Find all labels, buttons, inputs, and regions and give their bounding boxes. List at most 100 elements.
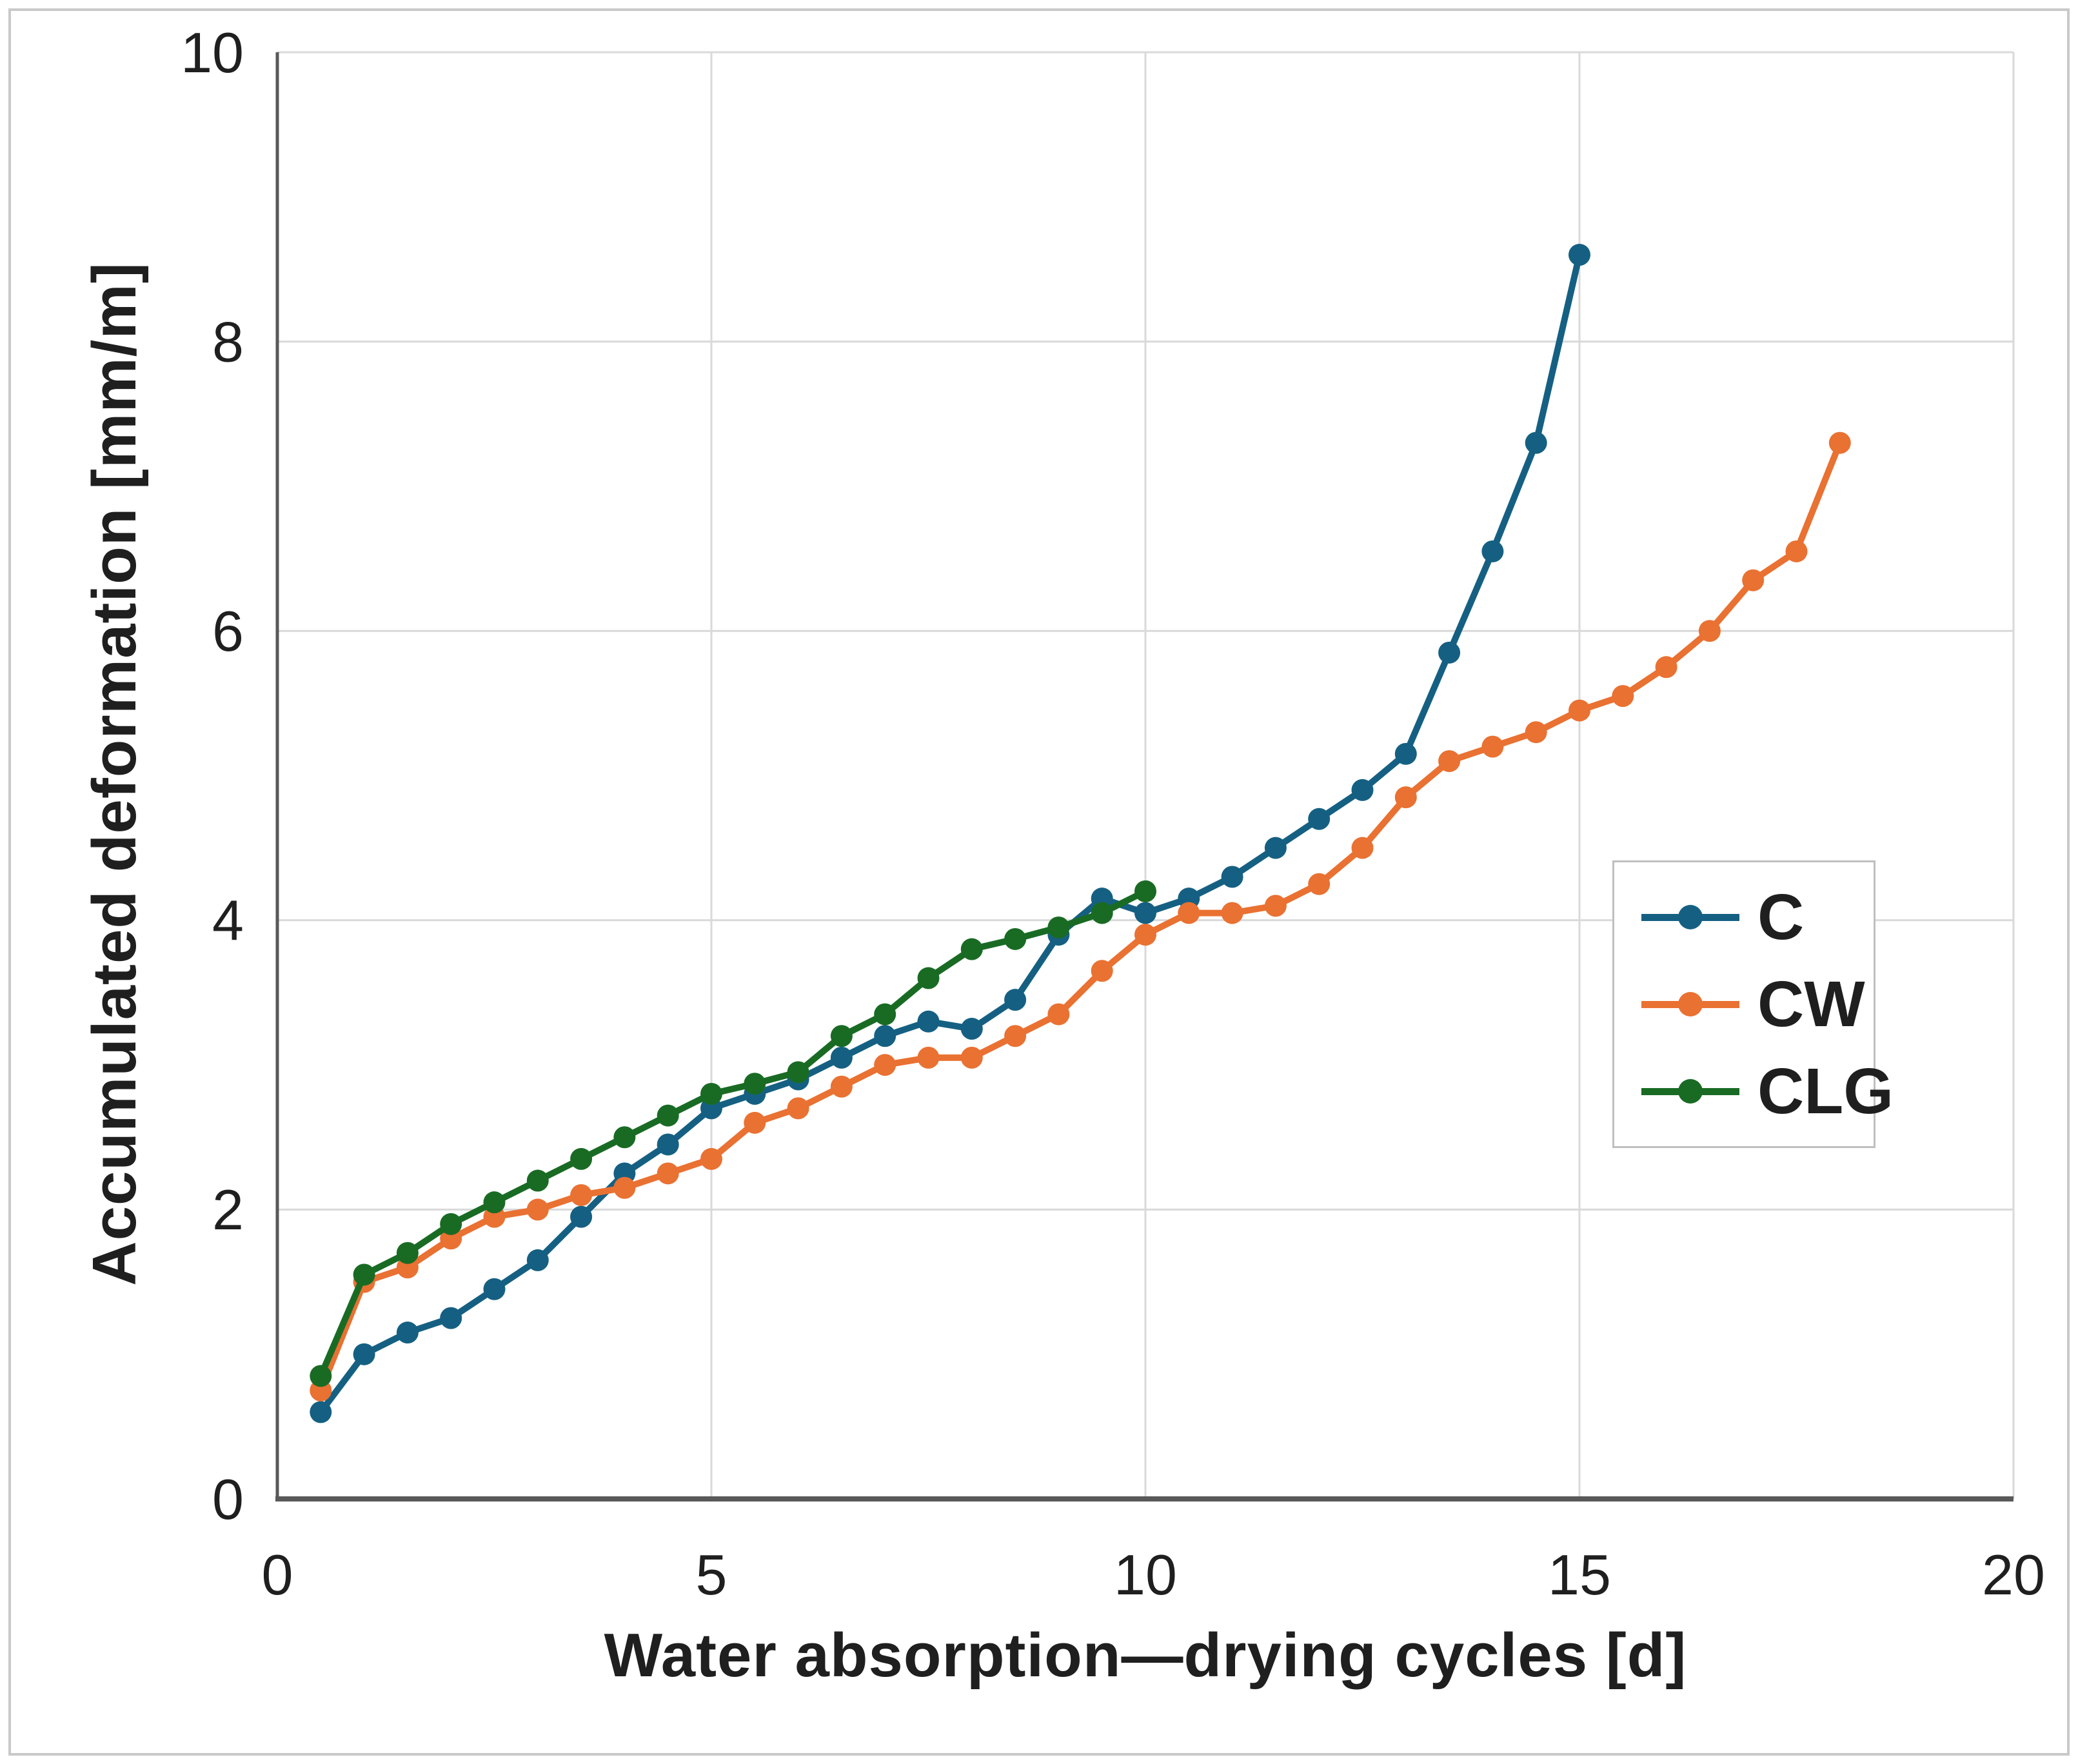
data-point-cw	[1655, 656, 1677, 679]
data-point-c	[396, 1322, 419, 1344]
c-series-marker-icon	[1641, 904, 1739, 930]
data-point-cw	[1091, 960, 1113, 982]
x-tick-label: 5	[696, 1543, 727, 1607]
data-point-cw	[960, 1046, 983, 1069]
data-point-clg	[526, 1169, 549, 1192]
data-point-cw	[1525, 721, 1547, 744]
data-point-cw	[613, 1176, 636, 1199]
data-point-clg	[1004, 927, 1027, 950]
data-point-cw	[1742, 569, 1765, 591]
data-point-c	[1568, 244, 1590, 266]
data-point-c	[1264, 837, 1287, 859]
data-point-c	[830, 1046, 853, 1069]
data-point-c	[1394, 742, 1417, 765]
data-point-c	[570, 1205, 593, 1228]
clg-series-marker-icon	[1641, 1078, 1739, 1104]
data-point-clg	[1091, 902, 1113, 924]
tick-labels: 0 5 10 15 20 0 2 4 6 8 10	[181, 21, 2045, 1607]
data-point-clg	[960, 938, 983, 960]
data-point-c	[310, 1401, 332, 1423]
legend-item-c: C	[1641, 885, 1874, 949]
data-point-cw	[1178, 902, 1200, 924]
data-point-cw	[1438, 750, 1461, 773]
data-point-clg	[353, 1264, 375, 1286]
data-point-cw	[1221, 902, 1243, 924]
gridlines	[277, 51, 2015, 1499]
series-clg	[310, 880, 1156, 1387]
y-tick-label: 2	[212, 1178, 244, 1242]
data-point-cw	[917, 1046, 940, 1069]
data-point-c	[657, 1133, 679, 1156]
legend-item-cw: CW	[1641, 972, 1874, 1036]
data-point-clg	[570, 1147, 593, 1170]
y-tick-label: 10	[181, 21, 244, 84]
data-point-cw	[1308, 873, 1331, 895]
data-point-clg	[1047, 917, 1070, 939]
legend-label-c: C	[1757, 881, 1805, 953]
data-point-clg	[396, 1242, 419, 1264]
data-point-c	[353, 1343, 375, 1365]
data-point-clg	[830, 1025, 853, 1047]
series-line-c	[317, 252, 1583, 1416]
x-tick-label: 15	[1548, 1543, 1611, 1607]
data-point-clg	[657, 1104, 679, 1127]
data-point-c	[483, 1278, 506, 1300]
data-point-cw	[1612, 685, 1634, 708]
legend-label-clg: CLG	[1757, 1055, 1894, 1127]
data-point-c	[1438, 641, 1461, 664]
series-line-clg	[317, 887, 1149, 1380]
data-point-c	[526, 1249, 549, 1271]
data-point-c	[1525, 431, 1547, 454]
y-tick-label: 8	[212, 310, 244, 373]
data-point-c	[1351, 778, 1374, 801]
data-point-cw	[1047, 1003, 1070, 1026]
data-point-cw	[1134, 924, 1156, 946]
data-point-cw	[1264, 895, 1287, 917]
x-tick-label: 20	[1982, 1543, 2045, 1607]
cw-series-marker-icon	[1641, 991, 1739, 1017]
data-point-cw	[744, 1111, 766, 1134]
data-point-clg	[700, 1082, 722, 1105]
series-c	[310, 244, 1590, 1423]
data-point-clg	[874, 1003, 896, 1026]
data-point-clg	[787, 1061, 809, 1084]
y-tick-label: 0	[212, 1467, 244, 1531]
data-point-cw	[1568, 699, 1590, 722]
data-point-c	[1221, 866, 1243, 888]
data-point-cw	[700, 1147, 722, 1170]
data-point-cw	[570, 1184, 593, 1206]
data-point-cw	[1481, 735, 1504, 758]
data-point-cw	[657, 1162, 679, 1185]
data-point-c	[960, 1018, 983, 1040]
y-tick-label: 6	[212, 599, 244, 663]
data-point-clg	[917, 967, 940, 989]
data-point-clg	[310, 1365, 332, 1387]
legend: C CW CLG	[1612, 860, 1894, 1148]
axes	[275, 52, 2014, 1501]
x-tick-label: 10	[1114, 1543, 1177, 1607]
data-point-c	[1004, 989, 1027, 1011]
y-tick-label: 4	[212, 889, 244, 953]
data-point-cw	[1785, 540, 1808, 562]
data-point-clg	[744, 1073, 766, 1095]
data-point-clg	[440, 1213, 462, 1235]
x-axis-title: Water absorption—drying cycles [d]	[604, 1621, 1687, 1690]
data-point-c	[1308, 808, 1331, 830]
data-point-c	[1134, 902, 1156, 924]
data-point-cw	[787, 1097, 809, 1120]
data-point-clg	[1134, 880, 1156, 902]
data-point-cw	[1698, 620, 1721, 642]
y-axis-title: Accumulated deformation [mm/m]	[80, 262, 149, 1286]
data-point-clg	[483, 1191, 506, 1214]
data-point-c	[917, 1010, 940, 1033]
data-point-cw	[1828, 431, 1851, 454]
legend-item-clg: CLG	[1641, 1059, 1894, 1124]
data-point-clg	[613, 1126, 636, 1149]
data-point-cw	[830, 1075, 853, 1098]
data-point-cw	[1394, 786, 1417, 809]
data-point-c	[440, 1307, 462, 1329]
data-point-c	[1481, 540, 1504, 562]
data-point-cw	[874, 1054, 896, 1076]
